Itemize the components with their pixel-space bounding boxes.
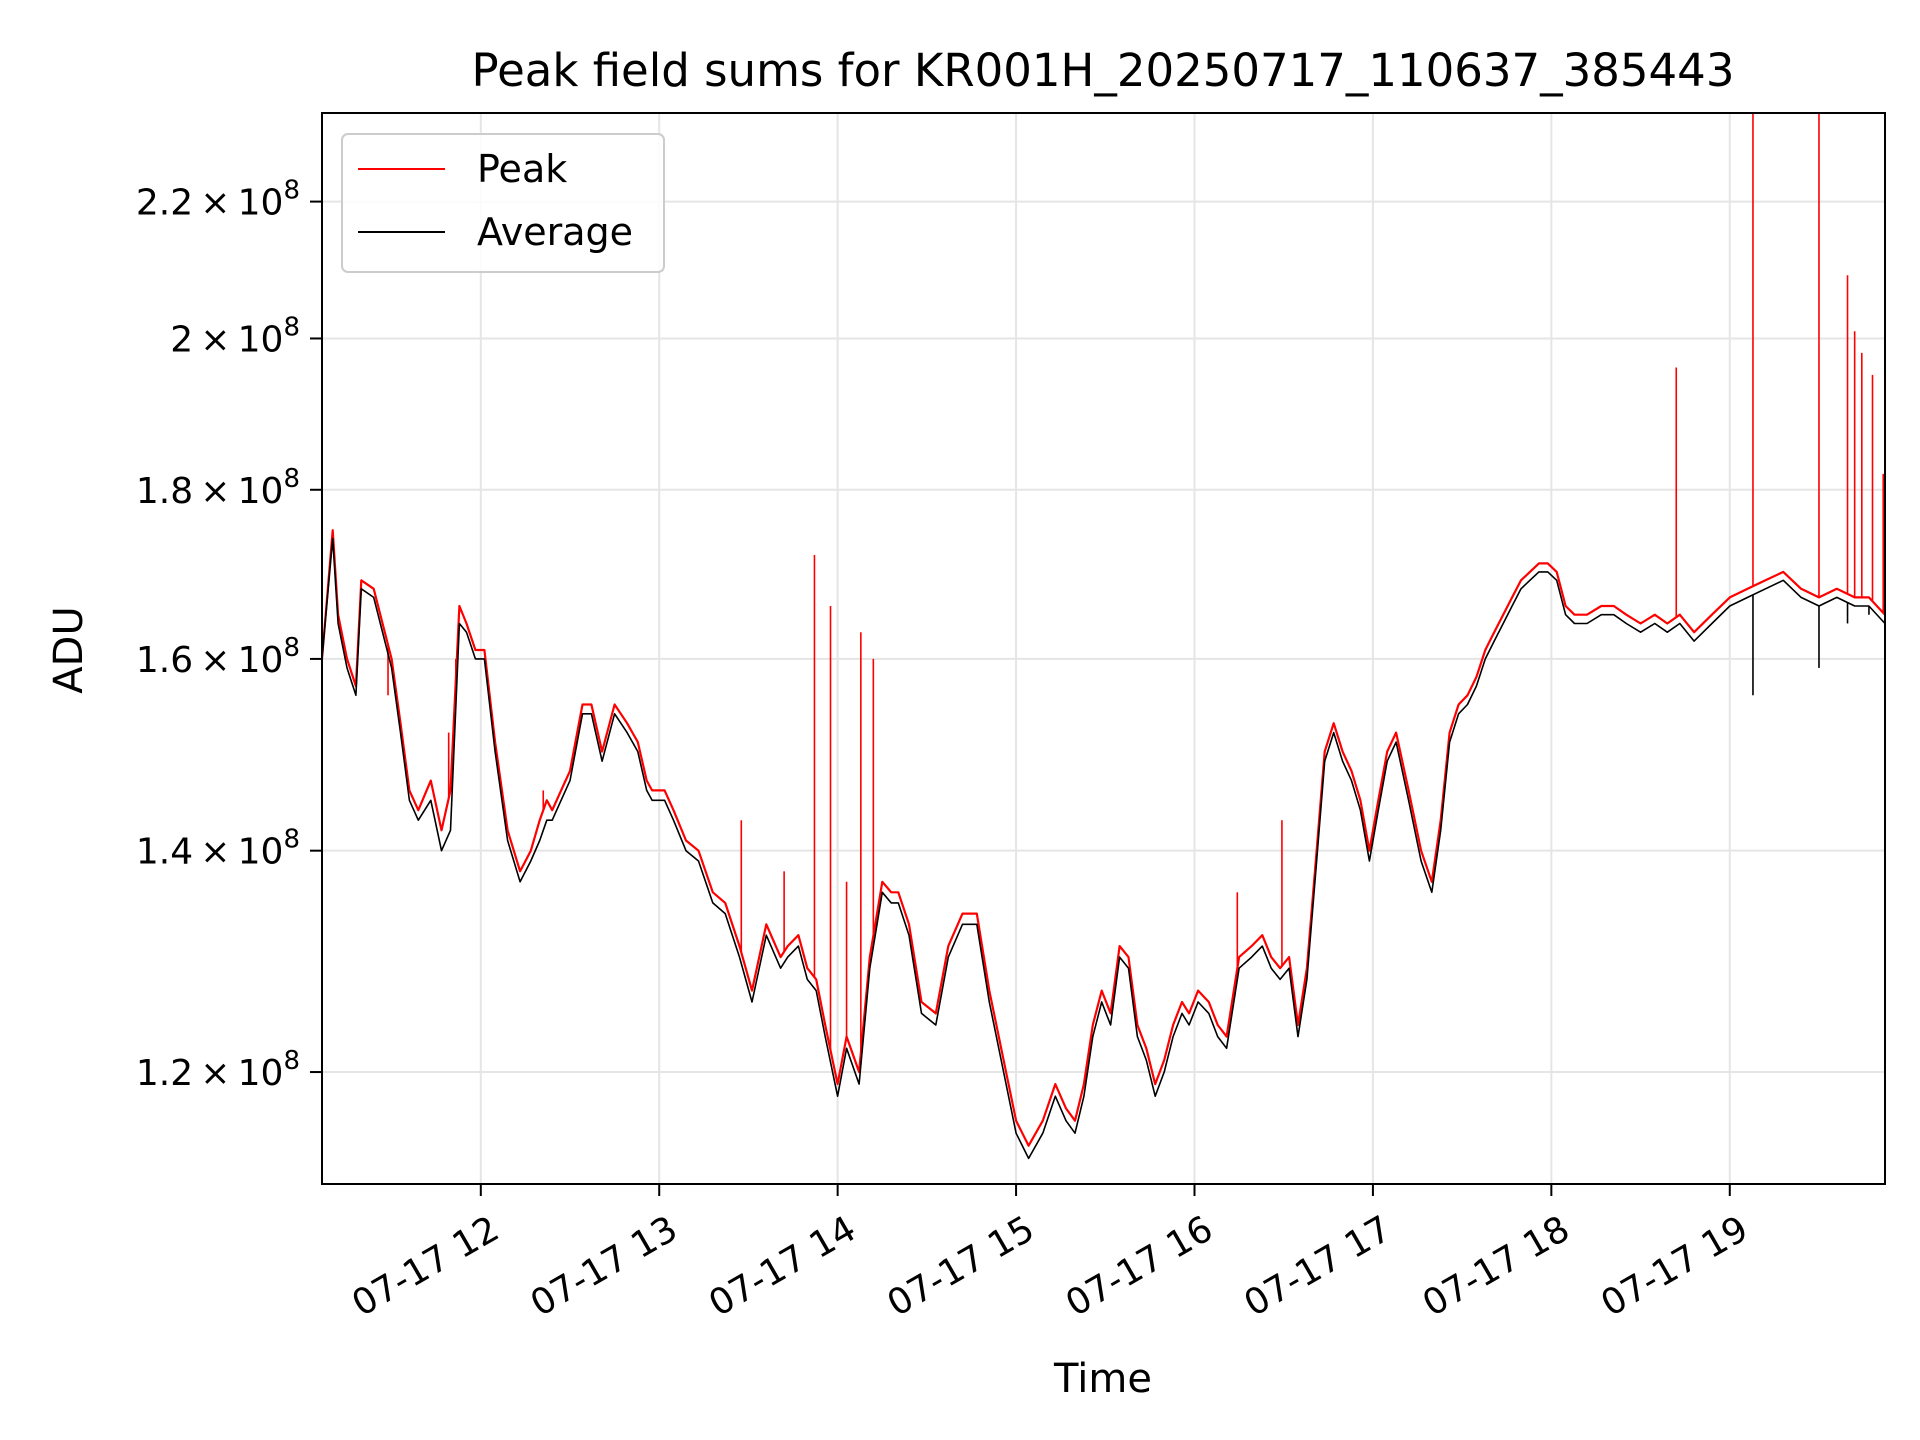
y-tick-label: 1.8 × 108 <box>136 464 300 512</box>
grid <box>322 113 1885 1184</box>
y-tick-label: 2 × 108 <box>170 312 300 360</box>
y-tick-label: 1.4 × 108 <box>136 825 300 873</box>
series-line-average <box>322 537 1885 1160</box>
legend-label-peak: Peak <box>477 147 567 191</box>
y-axis-label: ADU <box>46 606 92 693</box>
y-tick-label: 2.2 × 108 <box>136 176 300 224</box>
legend: Peak Average <box>341 133 665 273</box>
plot-area <box>322 113 1885 1160</box>
y-tick-label: 1.2 × 108 <box>136 1046 300 1094</box>
y-tick-label: 1.6 × 108 <box>136 633 300 681</box>
series-line-peak <box>322 529 1885 1147</box>
x-axis-label: Time <box>1053 1356 1152 1402</box>
chart-title: Peak field sums for KR001H_20250717_1106… <box>472 44 1735 97</box>
plot-frame <box>321 112 1886 1185</box>
legend-label-average: Average <box>477 210 633 254</box>
